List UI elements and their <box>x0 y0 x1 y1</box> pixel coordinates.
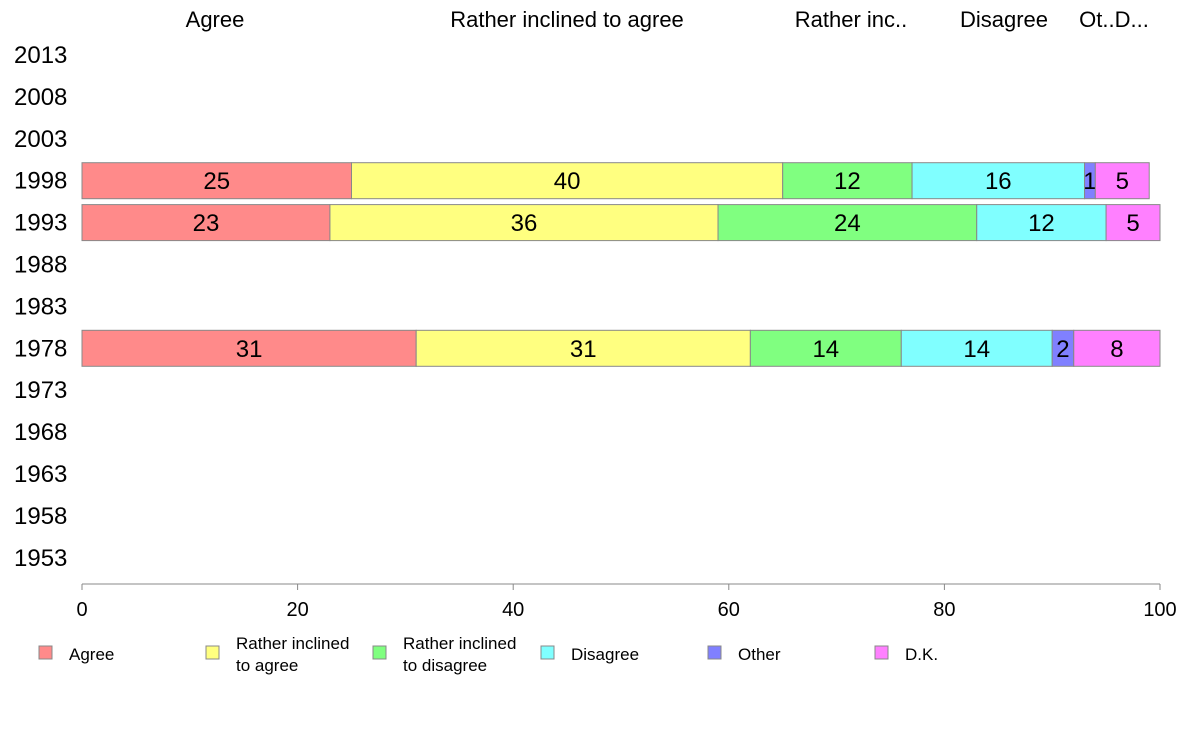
legend-label: Agree <box>69 645 114 664</box>
data-label: 1 <box>1083 168 1096 195</box>
legend: Agree Rather inclined to agree Rather incli… <box>38 634 938 675</box>
bar-segment <box>81 204 331 242</box>
legend-label: Other <box>738 645 781 664</box>
x-axis: 0 20 40 60 80 100 <box>76 583 1177 621</box>
legend-label: D.K. <box>905 645 938 664</box>
bar-segment <box>900 329 1053 367</box>
bar-segment <box>81 162 352 200</box>
legend-label: Disagree <box>571 645 639 664</box>
x-tick-label: 100 <box>1143 599 1176 621</box>
data-label: 40 <box>554 168 581 195</box>
data-label: 5 <box>1116 168 1129 195</box>
bar-segment <box>976 204 1107 242</box>
legend-swatch <box>38 645 53 660</box>
bar-segment <box>415 329 751 367</box>
legend-swatch <box>540 645 555 660</box>
bar-segment <box>329 204 719 242</box>
category-header: Disagree <box>960 7 1048 32</box>
year-label: 1953 <box>14 545 67 572</box>
year-label: 1998 <box>14 168 67 195</box>
legend-label: Rather inclined <box>403 634 516 653</box>
category-header: Rather inc.. <box>795 7 908 32</box>
data-label: 23 <box>193 210 220 237</box>
bar-segment <box>717 204 978 242</box>
x-tick-label: 80 <box>933 599 955 621</box>
year-label: 1963 <box>14 461 67 488</box>
year-label: 2013 <box>14 42 67 69</box>
data-label: 24 <box>834 210 861 237</box>
bar-segment <box>351 162 784 200</box>
year-label: 2008 <box>14 84 67 111</box>
legend-swatch <box>372 645 387 660</box>
year-label: 1958 <box>14 503 67 530</box>
data-label: 12 <box>1028 210 1055 237</box>
data-label: 31 <box>236 336 263 363</box>
bar-segment <box>1073 329 1161 367</box>
data-label: 31 <box>570 336 597 363</box>
bar-segment <box>1094 162 1150 200</box>
year-label: 1993 <box>14 210 67 237</box>
data-label: 14 <box>963 336 990 363</box>
year-label: 1973 <box>14 377 67 404</box>
x-tick-label: 40 <box>502 599 524 621</box>
category-header: Agree <box>186 7 245 32</box>
data-label: 16 <box>985 168 1012 195</box>
category-header: Ot..D... <box>1079 7 1149 32</box>
x-tick-label: 0 <box>76 599 87 621</box>
legend-label: Rather inclined <box>236 634 349 653</box>
legend-label: to agree <box>236 656 298 675</box>
category-headers: Agree Rather inclined to agree Rather inc.… <box>186 7 1149 32</box>
bar-segment <box>1105 204 1161 242</box>
data-label: 36 <box>511 210 538 237</box>
bar-segment <box>782 162 913 200</box>
bar-segment <box>81 329 417 367</box>
x-tick-label: 20 <box>286 599 308 621</box>
legend-label: to disagree <box>403 656 487 675</box>
legend-swatch <box>874 645 889 660</box>
bars: 25 40 12 16 1 523 36 24 12 531 31 14 14 2 8 <box>81 162 1161 367</box>
legend-swatch <box>707 645 722 660</box>
data-label: 12 <box>834 168 861 195</box>
x-tick-label: 60 <box>718 599 740 621</box>
year-label: 2003 <box>14 126 67 153</box>
bar-segment <box>749 329 902 367</box>
legend-swatch <box>205 645 220 660</box>
year-label: 1988 <box>14 252 67 279</box>
year-labels: 2013 2008 2003 1998 1993 1988 1983 1978 1973 1968… <box>14 42 67 572</box>
data-label: 2 <box>1056 336 1069 363</box>
year-label: 1968 <box>14 419 67 446</box>
category-header: Rather inclined to agree <box>450 7 684 32</box>
year-label: 1983 <box>14 293 67 320</box>
data-label: 5 <box>1126 210 1139 237</box>
year-label: 1978 <box>14 335 67 362</box>
data-label: 25 <box>203 168 230 195</box>
data-label: 14 <box>812 336 839 363</box>
data-label: 8 <box>1110 336 1123 363</box>
